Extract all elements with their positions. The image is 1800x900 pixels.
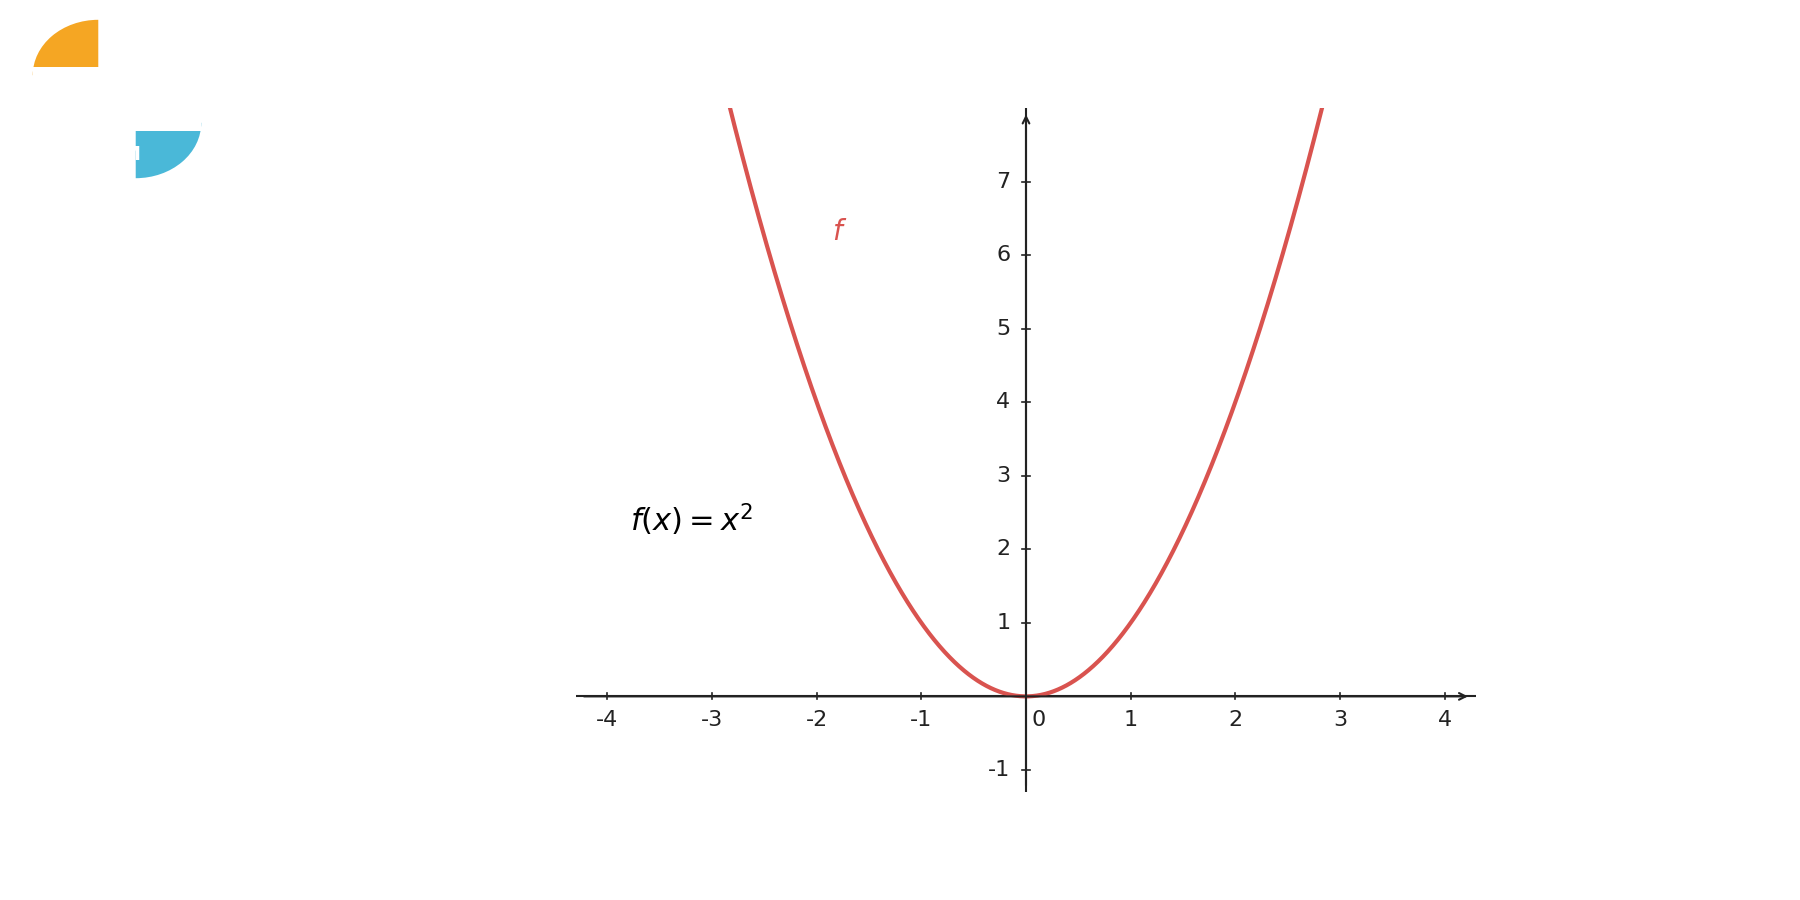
Wedge shape bbox=[32, 20, 99, 76]
Text: 4: 4 bbox=[995, 392, 1010, 412]
Text: 5: 5 bbox=[995, 319, 1010, 338]
Text: 2: 2 bbox=[995, 539, 1010, 559]
Text: 4: 4 bbox=[1438, 709, 1451, 730]
Text: -1: -1 bbox=[911, 709, 932, 730]
Polygon shape bbox=[117, 68, 202, 130]
Text: 1: 1 bbox=[995, 613, 1010, 633]
Text: 1: 1 bbox=[1123, 709, 1138, 730]
Text: 3: 3 bbox=[1332, 709, 1346, 730]
Text: 3: 3 bbox=[995, 465, 1010, 486]
Text: f: f bbox=[832, 219, 842, 247]
Text: 7: 7 bbox=[995, 172, 1010, 192]
Text: -1: -1 bbox=[988, 760, 1010, 780]
Polygon shape bbox=[32, 68, 117, 130]
Text: -3: -3 bbox=[700, 709, 724, 730]
Text: 2: 2 bbox=[1228, 709, 1242, 730]
Text: 6: 6 bbox=[995, 245, 1010, 266]
Text: SOM: SOM bbox=[92, 145, 142, 164]
Text: $f(x) = x^2$: $f(x) = x^2$ bbox=[630, 501, 752, 538]
Text: -4: -4 bbox=[596, 709, 619, 730]
Text: STORY OF MATHEMATICS: STORY OF MATHEMATICS bbox=[83, 180, 151, 184]
Text: 0: 0 bbox=[1031, 709, 1046, 730]
Wedge shape bbox=[135, 122, 202, 178]
Text: -2: -2 bbox=[806, 709, 828, 730]
